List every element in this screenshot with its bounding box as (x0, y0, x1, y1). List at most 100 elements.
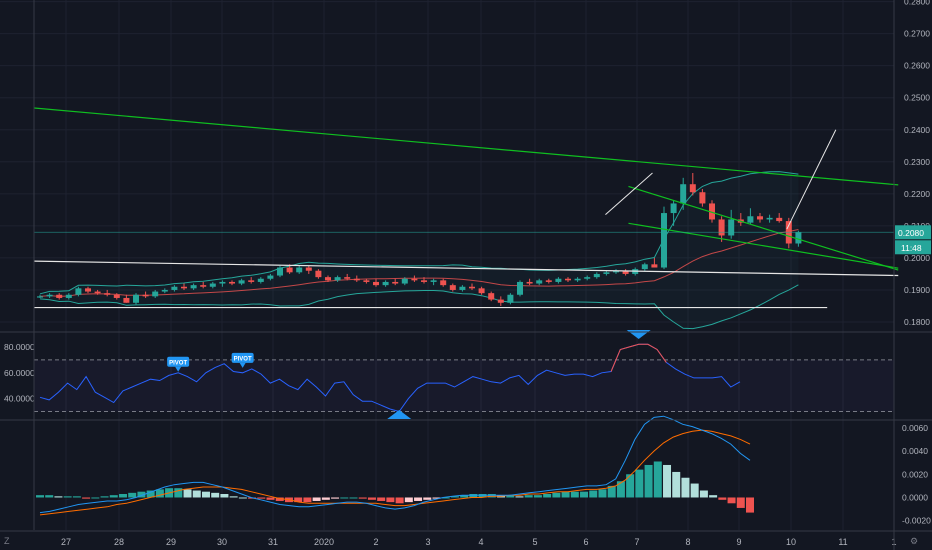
trendline-white-projection[interactable] (786, 129, 837, 230)
candle[interactable] (315, 269, 322, 279)
candle[interactable] (123, 294, 130, 303)
candle[interactable] (37, 294, 43, 298)
candle[interactable] (526, 278, 533, 286)
candle[interactable] (680, 177, 687, 210)
candle[interactable] (161, 288, 168, 294)
candle[interactable] (209, 281, 216, 289)
candle[interactable] (584, 275, 591, 281)
candle[interactable] (113, 293, 120, 300)
candle[interactable] (353, 275, 360, 282)
candle[interactable] (85, 286, 91, 294)
candle[interactable] (373, 278, 379, 287)
candle[interactable] (593, 272, 600, 279)
candle[interactable] (219, 280, 226, 287)
candle[interactable] (776, 213, 783, 223)
candle[interactable] (469, 283, 475, 290)
candle[interactable] (401, 277, 408, 286)
candle[interactable] (363, 278, 370, 284)
candle[interactable] (238, 278, 245, 286)
trendline-green-lower[interactable] (628, 222, 899, 269)
candle[interactable] (267, 273, 274, 281)
candle[interactable] (478, 286, 485, 295)
candle[interactable] (536, 278, 543, 286)
candle-body (190, 285, 197, 289)
candle[interactable] (709, 200, 715, 223)
candle[interactable] (670, 200, 677, 226)
candle[interactable] (200, 281, 207, 289)
candle[interactable] (555, 277, 562, 284)
candle[interactable] (613, 269, 619, 274)
macd-histogram-bar (72, 496, 81, 498)
trendline-green-long[interactable] (34, 107, 899, 186)
trendline-white-resistance[interactable] (34, 260, 899, 277)
candle[interactable] (104, 289, 111, 297)
macd-pane[interactable] (36, 415, 754, 516)
candle[interactable] (392, 278, 399, 286)
candle[interactable] (689, 173, 696, 196)
candle[interactable] (766, 214, 773, 223)
rsi-pane[interactable]: PIVOT PIVOT (34, 330, 894, 419)
candle[interactable] (56, 293, 63, 300)
candle[interactable] (603, 270, 610, 276)
y-tick-label: 0.2400 (904, 125, 930, 135)
candle[interactable] (718, 216, 725, 242)
candle[interactable] (497, 296, 504, 306)
candle[interactable] (565, 277, 571, 282)
macd-histogram-bar (155, 489, 164, 498)
rsi-tick-label: 60.0000 (4, 368, 35, 378)
candle[interactable] (699, 189, 706, 207)
candle[interactable] (296, 265, 303, 274)
candle[interactable] (411, 275, 418, 282)
candle[interactable] (651, 257, 658, 268)
candle[interactable] (507, 293, 514, 305)
candle[interactable] (133, 293, 139, 305)
price-pane[interactable] (34, 107, 899, 330)
rsi-tick-label: 40.0000 (4, 394, 35, 404)
candle[interactable] (545, 278, 552, 284)
trendline-green-descending[interactable] (628, 185, 899, 271)
candle[interactable] (75, 286, 82, 297)
candle[interactable] (334, 275, 341, 282)
macd-histogram-bar (487, 494, 496, 498)
candle[interactable] (622, 269, 629, 276)
candle[interactable] (661, 206, 667, 270)
candle[interactable] (430, 278, 437, 286)
candle[interactable] (229, 280, 235, 286)
candle[interactable] (152, 289, 159, 298)
candle[interactable] (382, 280, 389, 287)
candle[interactable] (142, 291, 149, 298)
macd-histogram-bar (478, 494, 487, 498)
candle[interactable] (325, 275, 331, 282)
candle[interactable] (574, 277, 581, 282)
rsi-overbought-segment (610, 343, 667, 372)
candle[interactable] (747, 208, 754, 225)
macd-histogram-bar (423, 497, 432, 500)
candle[interactable] (421, 277, 427, 284)
candle[interactable] (46, 293, 53, 298)
candle[interactable] (344, 273, 351, 281)
candle[interactable] (757, 213, 763, 223)
candle[interactable] (459, 285, 466, 292)
candle[interactable] (305, 265, 312, 274)
candle[interactable] (517, 280, 523, 297)
candle[interactable] (440, 278, 447, 287)
candle-body (305, 267, 312, 271)
candle[interactable] (190, 283, 197, 290)
macd-histogram-bar (45, 495, 54, 498)
candle[interactable] (641, 262, 648, 271)
settings-icon[interactable]: ⚙ (910, 536, 919, 546)
candle[interactable] (171, 285, 178, 292)
candle[interactable] (94, 289, 101, 295)
trendline-white-spike[interactable] (605, 172, 653, 216)
candle-body (574, 278, 581, 281)
candle[interactable] (65, 293, 72, 300)
timezone-icon[interactable]: Z (4, 536, 10, 546)
candle[interactable] (277, 265, 283, 278)
candle[interactable] (449, 283, 456, 292)
candle[interactable] (248, 277, 255, 284)
candle[interactable] (181, 283, 187, 290)
candle[interactable] (488, 291, 495, 302)
candle[interactable] (257, 277, 264, 284)
candle[interactable] (728, 209, 735, 239)
